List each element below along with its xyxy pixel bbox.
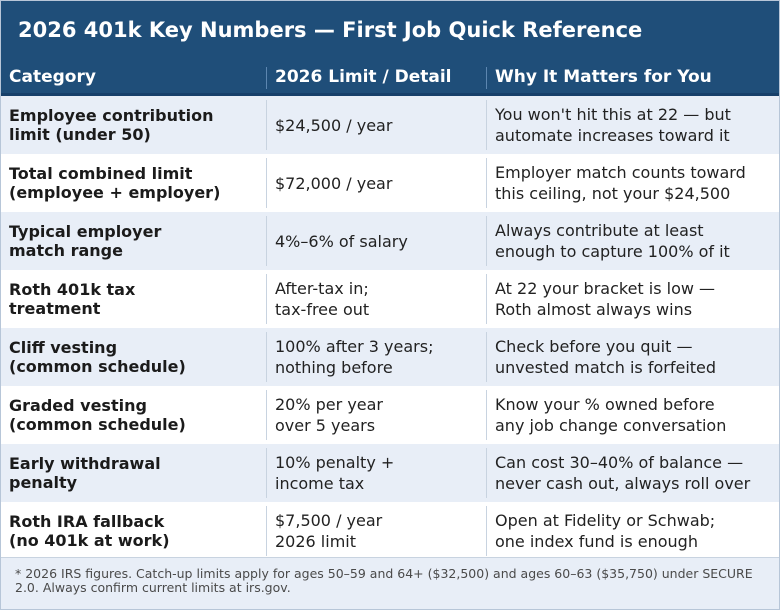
limit-detail-cell: $7,500 / year 2026 limit [275,511,383,551]
why-it-matters-cell: Can cost 30–40% of balance — never cash … [495,453,751,493]
table-row: Roth IRA fallback (no 401k at work) $7,50… [1,502,779,560]
category-cell: Roth 401k tax treatment [9,280,136,318]
column-divider [266,332,267,382]
category-cell: Typical employer match range [9,222,162,260]
why-it-matters-cell: Always contribute at least enough to cap… [495,221,730,261]
why-it-matters-cell: Know your % owned before any job change … [495,395,727,435]
page-title: 2026 401k Key Numbers — First Job Quick … [1,1,779,61]
category-cell: Cliff vesting (common schedule) [9,338,186,376]
limit-detail-cell: 20% per year over 5 years [275,395,384,435]
limit-detail-cell: After-tax in; tax-free out [275,279,370,319]
table-row: Cliff vesting (common schedule) 100% afte… [1,328,779,386]
column-divider [266,274,267,324]
why-it-matters-cell: You won't hit this at 22 — but automate … [495,105,731,145]
category-cell: Total combined limit (employee + employe… [9,164,221,202]
why-it-matters-cell: At 22 your bracket is low — Roth almost … [495,279,716,319]
table-row: Typical employer match range 4%–6% of sal… [1,212,779,270]
limit-detail-cell: $72,000 / year [275,173,393,193]
column-divider [486,100,487,150]
table-row: Early withdrawal penalty 10% penalty + in… [1,444,779,502]
column-divider [266,506,267,556]
table-row: Total combined limit (employee + employe… [1,154,779,212]
why-it-matters-cell: Check before you quit — unvested match i… [495,337,717,377]
column-divider [266,158,267,208]
table-row: Employee contribution limit (under 50) $2… [1,96,779,154]
category-cell: Early withdrawal penalty [9,454,161,492]
column-divider [266,390,267,440]
footnote: * 2026 IRS figures. Catch-up limits appl… [1,557,779,609]
why-it-matters-cell: Open at Fidelity or Schwab; one index fu… [495,511,716,551]
limit-detail-cell: 10% penalty + income tax [275,453,395,493]
column-divider [486,274,487,324]
table-row: Roth 401k tax treatment After-tax in; tax… [1,270,779,328]
why-it-matters-cell: Employer match counts toward this ceilin… [495,163,746,203]
column-divider [486,67,487,89]
column-divider [266,67,267,89]
limit-detail-cell: $24,500 / year [275,115,393,135]
limit-detail-cell: 4%–6% of salary [275,231,408,251]
column-header-why-it-matters: Why It Matters for You [495,67,712,87]
column-header-category: Category [9,67,96,87]
column-divider [486,390,487,440]
category-cell: Graded vesting (common schedule) [9,396,186,434]
table-header: Category 2026 Limit / Detail Why It Matt… [1,61,779,96]
column-header-limit-detail: 2026 Limit / Detail [275,67,452,87]
table-row: Graded vesting (common schedule) 20% per … [1,386,779,444]
column-divider [266,216,267,266]
column-divider [486,448,487,498]
category-cell: Roth IRA fallback (no 401k at work) [9,512,170,550]
table-body: Employee contribution limit (under 50) $2… [1,96,779,560]
column-divider [486,332,487,382]
column-divider [486,216,487,266]
column-divider [266,100,267,150]
column-divider [486,506,487,556]
column-divider [266,448,267,498]
limit-detail-cell: 100% after 3 years; nothing before [275,337,434,377]
category-cell: Employee contribution limit (under 50) [9,106,214,144]
column-divider [486,158,487,208]
